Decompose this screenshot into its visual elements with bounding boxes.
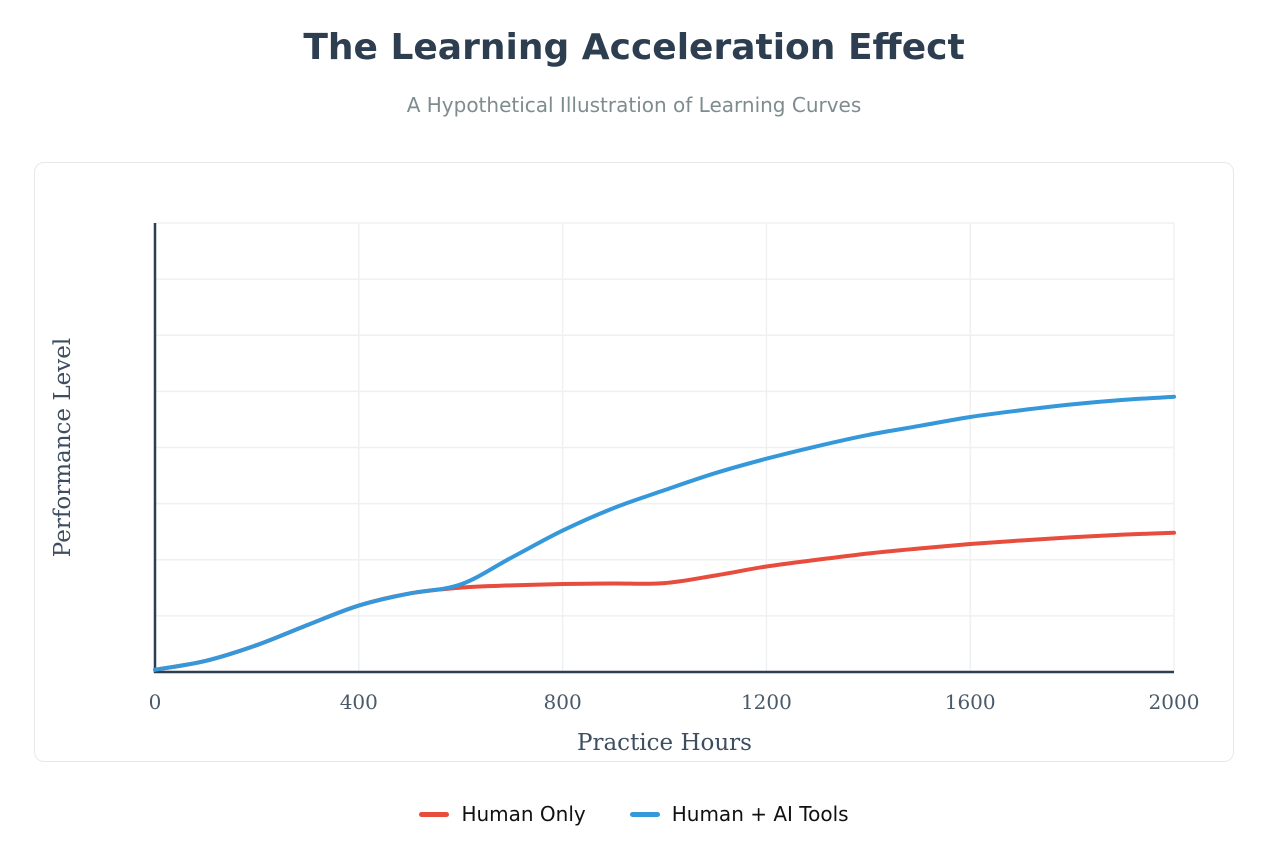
grid xyxy=(155,222,1175,672)
x-axis-title: Practice Hours xyxy=(577,730,752,756)
legend: Human Only Human + AI Tools xyxy=(0,800,1268,828)
x-tick-label: 800 xyxy=(544,690,582,714)
axes xyxy=(153,223,1174,674)
legend-swatch xyxy=(419,811,450,817)
chart-card xyxy=(34,162,1234,762)
chart-title: The Learning Acceleration Effect xyxy=(303,27,965,68)
x-tick-label: 1200 xyxy=(741,690,792,714)
x-tick-label: 0 xyxy=(149,690,162,714)
series-lines xyxy=(153,394,1176,672)
y-axis-title: Performance Level xyxy=(50,338,76,557)
legend-label: Human Only xyxy=(461,802,586,826)
x-tick-labels: 0 400 800 1200 1600 2000 xyxy=(149,690,1200,714)
chart-subtitle: A Hypothetical Illustration of Learning … xyxy=(406,93,862,117)
x-tick-label: 1600 xyxy=(945,690,996,714)
series-line-human-ai-tools xyxy=(153,394,1176,672)
legend-label: Human + AI Tools xyxy=(671,802,849,826)
x-tick-label: 2000 xyxy=(1149,690,1200,714)
legend-item-human-only[interactable]: Human Only xyxy=(419,800,586,828)
x-tick-label: 400 xyxy=(340,690,378,714)
series-line-human-only xyxy=(153,530,1176,672)
legend-swatch xyxy=(629,811,660,817)
legend-item-human-ai-tools[interactable]: Human + AI Tools xyxy=(629,800,849,828)
